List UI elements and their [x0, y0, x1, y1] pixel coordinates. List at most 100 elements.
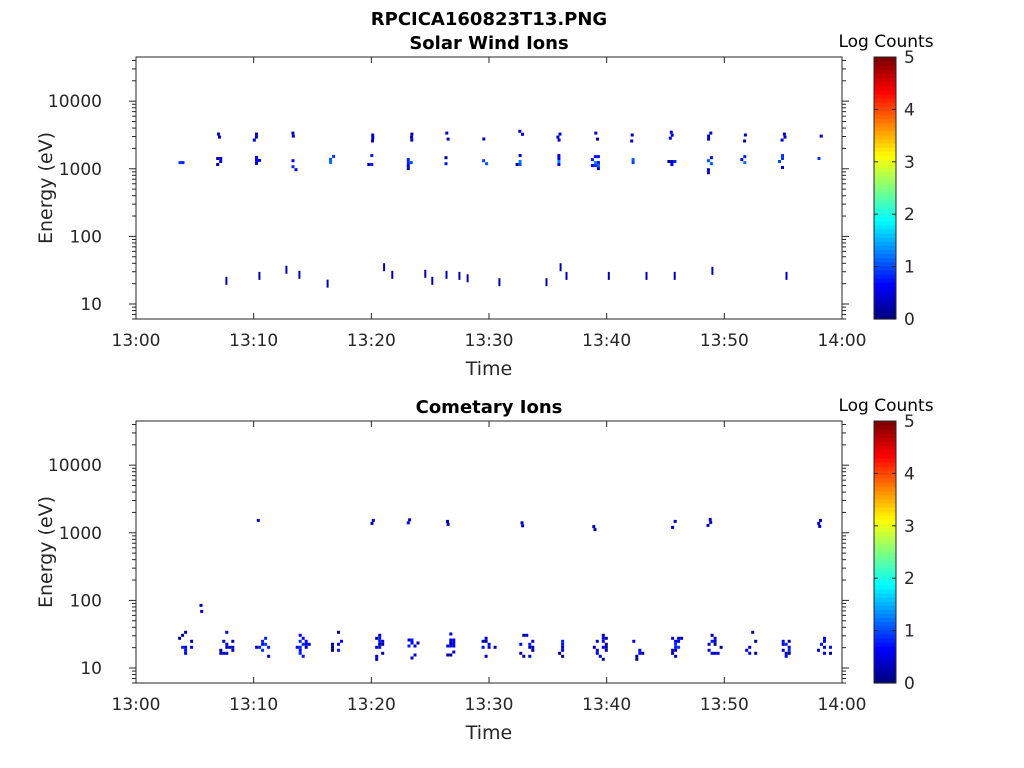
heatmap-cell [446, 522, 450, 526]
colorbar-tick-label: 2 [904, 569, 915, 589]
heatmap-cell [525, 633, 529, 637]
heatmap-cell [304, 645, 308, 649]
y-tick-label: 10000 [48, 92, 102, 112]
heatmap-cell [445, 131, 449, 135]
colorbar-step [874, 142, 896, 148]
heatmap-cell [707, 648, 711, 652]
colorbar-step [874, 114, 896, 119]
colorbar-label: Log Counts [838, 32, 933, 52]
heatmap-cell [331, 645, 334, 649]
heatmap-cell [452, 650, 456, 654]
colorbar-step [874, 621, 896, 627]
colorbar-step [874, 674, 896, 680]
heatmap-cell [519, 642, 523, 646]
heatmap-cell [446, 644, 450, 648]
heatmap-cell [668, 136, 672, 140]
colorbar-step [874, 666, 896, 672]
heatmap-cell [781, 642, 785, 646]
heatmap-cell [817, 648, 820, 652]
heatmap-cell [596, 164, 600, 168]
colorbar-step [874, 224, 896, 230]
heatmap-cell [561, 645, 565, 649]
heatmap-cell [331, 642, 334, 646]
heatmap-cell [674, 648, 678, 652]
colorbar-step [874, 216, 896, 222]
heatmap-cell [709, 156, 713, 160]
heatmap-cell [408, 518, 412, 522]
heatmap-cell [593, 528, 597, 532]
colorbar-step [874, 502, 896, 508]
y-tick-label: 100 [70, 591, 102, 611]
heatmap-cell [670, 160, 674, 163]
heatmap-cell [787, 645, 791, 649]
heatmap-cell [493, 645, 497, 649]
heatmap-cell [595, 651, 599, 655]
heatmap-cell [667, 160, 671, 163]
colorbar-step [874, 523, 896, 529]
heatmap-cell [593, 164, 597, 168]
heatmap-cell [823, 639, 826, 643]
colorbar-step [874, 261, 896, 267]
heatmap-cell [406, 164, 410, 168]
x-axis-label: Time [465, 722, 513, 744]
colorbar-step [874, 572, 896, 578]
colorbar-frame [873, 56, 897, 320]
colorbar-step [874, 294, 896, 300]
x-tick-label: 13:30 [465, 331, 514, 351]
heatmap-cell [222, 651, 226, 655]
heatmap-cell [561, 639, 565, 643]
colorbar-step [874, 163, 896, 169]
heatmap-cell [484, 636, 488, 640]
heatmap-cell [820, 642, 823, 646]
heatmap-cell [410, 656, 414, 660]
heatmap-cell [817, 157, 821, 160]
heatmap-cell [518, 129, 522, 133]
heatmap-cell [482, 137, 486, 141]
heatmap-cell [594, 131, 598, 135]
heatmap-cell [410, 138, 414, 142]
heatmap-cell [487, 645, 491, 649]
heatmap-cell [708, 517, 712, 521]
y-axis-label: Energy (eV) [35, 132, 57, 244]
colorbar-tick-label: 4 [904, 100, 915, 120]
heatmap-cell [818, 524, 822, 528]
x-tick-label: 13:00 [112, 695, 161, 715]
colorbar-step [874, 466, 896, 471]
colorbar-step [874, 65, 896, 70]
heatmap-cell [406, 521, 410, 525]
colorbar-step [874, 138, 896, 144]
heatmap-cell [557, 163, 561, 166]
heatmap-cell [751, 630, 755, 634]
heatmap-cell [677, 645, 681, 649]
heatmap-cell [706, 159, 710, 163]
colorbar-step [874, 576, 896, 582]
heatmap-cell [707, 137, 711, 141]
colorbar-step [874, 204, 896, 210]
heatmap-cell [337, 630, 340, 634]
heatmap-cell [219, 160, 223, 163]
heatmap-cell [261, 642, 265, 646]
colorbar-step [874, 126, 896, 132]
heatmap-cell [291, 134, 295, 138]
heatmap-cell [326, 279, 329, 288]
heatmap-cell [561, 654, 565, 658]
y-tick-label: 10 [80, 659, 102, 679]
heatmap-cell [604, 648, 608, 652]
colorbar-step [874, 73, 896, 79]
heatmap-cell [592, 525, 596, 529]
panel-title: Solar Wind Ions [409, 33, 568, 54]
colorbar-step [874, 490, 896, 496]
heatmap-cell [559, 263, 562, 272]
x-tick-label: 13:50 [700, 695, 749, 715]
colorbar-step [874, 192, 896, 197]
x-tick-label: 13:40 [582, 695, 631, 715]
colorbar-step [874, 556, 896, 561]
heatmap-cell [522, 654, 526, 658]
colorbar-step [874, 130, 896, 136]
colorbar-step [874, 273, 896, 279]
heatmap-cell [225, 645, 229, 649]
heatmap-cell [819, 518, 822, 522]
heatmap-cell [557, 138, 561, 142]
heatmap-cell [671, 648, 675, 652]
